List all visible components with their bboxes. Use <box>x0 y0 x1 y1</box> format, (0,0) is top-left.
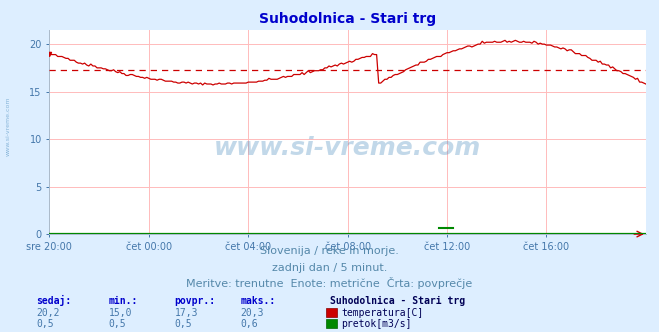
Text: 0,5: 0,5 <box>109 319 127 329</box>
Text: Suhodolnica - Stari trg: Suhodolnica - Stari trg <box>330 296 465 306</box>
Text: 0,5: 0,5 <box>175 319 192 329</box>
Text: 15,0: 15,0 <box>109 308 132 318</box>
Text: 20,2: 20,2 <box>36 308 60 318</box>
Text: www.si-vreme.com: www.si-vreme.com <box>5 96 11 156</box>
Text: min.:: min.: <box>109 296 138 306</box>
Text: 17,3: 17,3 <box>175 308 198 318</box>
Text: Slovenija / reke in morje.: Slovenija / reke in morje. <box>260 246 399 256</box>
Text: maks.:: maks.: <box>241 296 275 306</box>
Text: pretok[m3/s]: pretok[m3/s] <box>341 319 412 329</box>
Text: sedaj:: sedaj: <box>36 295 71 306</box>
Text: 0,5: 0,5 <box>36 319 54 329</box>
Text: 0,6: 0,6 <box>241 319 258 329</box>
Text: povpr.:: povpr.: <box>175 296 215 306</box>
Title: Suhodolnica - Stari trg: Suhodolnica - Stari trg <box>259 12 436 26</box>
Text: Meritve: trenutne  Enote: metrične  Črta: povprečje: Meritve: trenutne Enote: metrične Črta: … <box>186 277 473 289</box>
Text: 20,3: 20,3 <box>241 308 264 318</box>
Text: zadnji dan / 5 minut.: zadnji dan / 5 minut. <box>272 263 387 273</box>
Text: temperatura[C]: temperatura[C] <box>341 308 424 318</box>
Text: www.si-vreme.com: www.si-vreme.com <box>214 136 481 160</box>
